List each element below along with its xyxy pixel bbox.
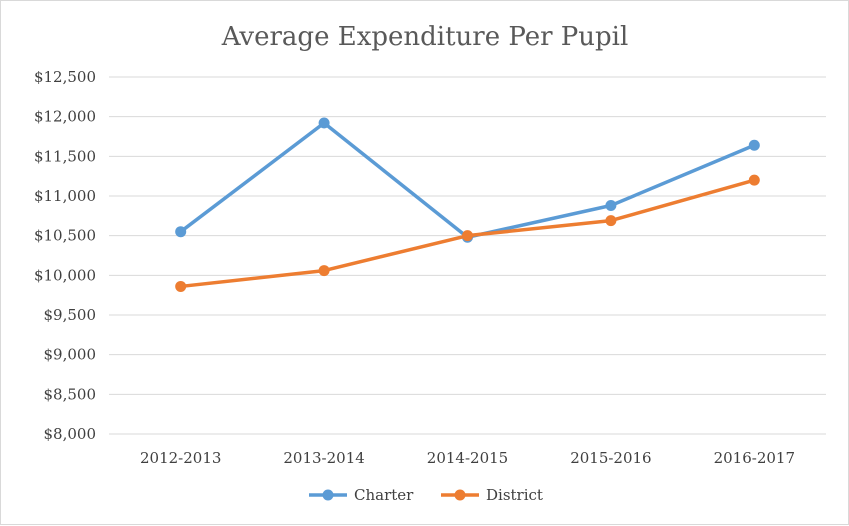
- legend-label: District: [486, 486, 543, 504]
- data-point-charter: [605, 200, 617, 212]
- data-point-district: [175, 280, 187, 292]
- y-tick-label: $10,500: [34, 227, 96, 245]
- y-tick-label: $8,000: [44, 425, 97, 443]
- x-tick-label: 2012-2013: [140, 449, 221, 467]
- x-tick-label: 2013-2014: [283, 449, 364, 467]
- data-point-district: [462, 230, 473, 242]
- data-point-charter: [175, 226, 187, 238]
- series-charter: [175, 117, 760, 243]
- data-point-charter: [318, 117, 330, 129]
- y-tick-label: $8,500: [44, 385, 97, 403]
- y-axis-ticks: $8,000 $8,500 $9,000 $9,500 $10,000 $10,500 $1…: [34, 68, 96, 443]
- y-tick-label: $12,500: [34, 68, 96, 86]
- y-tick-label: $9,500: [44, 306, 97, 324]
- legend-swatch-marker: [322, 489, 334, 501]
- data-point-district: [318, 265, 330, 277]
- chart-title: Average Expenditure Per Pupil: [221, 22, 629, 52]
- legend-item-district: District: [441, 486, 543, 504]
- series-layer: [175, 117, 760, 292]
- legend-label: Charter: [354, 486, 414, 504]
- legend-swatch-marker: [454, 489, 466, 501]
- data-point-district: [748, 174, 760, 186]
- series-line-charter: [178, 121, 757, 240]
- legend-item-charter: Charter: [309, 486, 414, 504]
- x-axis-ticks: 2012-2013 2013-2014 2014-2015 2015-2016 2016…: [140, 449, 795, 467]
- x-tick-label: 2015-2016: [570, 449, 651, 467]
- data-point-district: [605, 215, 617, 227]
- series-district: [175, 174, 760, 292]
- x-tick-label: 2014-2015: [427, 449, 508, 467]
- y-tick-label: $9,000: [44, 346, 97, 364]
- y-tick-label: $11,500: [34, 147, 96, 165]
- y-tick-label: $11,000: [34, 187, 96, 205]
- x-tick-label: 2016-2017: [714, 449, 795, 467]
- legend: Charter District: [309, 486, 543, 504]
- gridlines: [109, 76, 826, 435]
- y-tick-label: $10,000: [34, 266, 96, 284]
- y-tick-label: $12,000: [34, 108, 96, 126]
- data-point-charter: [748, 139, 760, 151]
